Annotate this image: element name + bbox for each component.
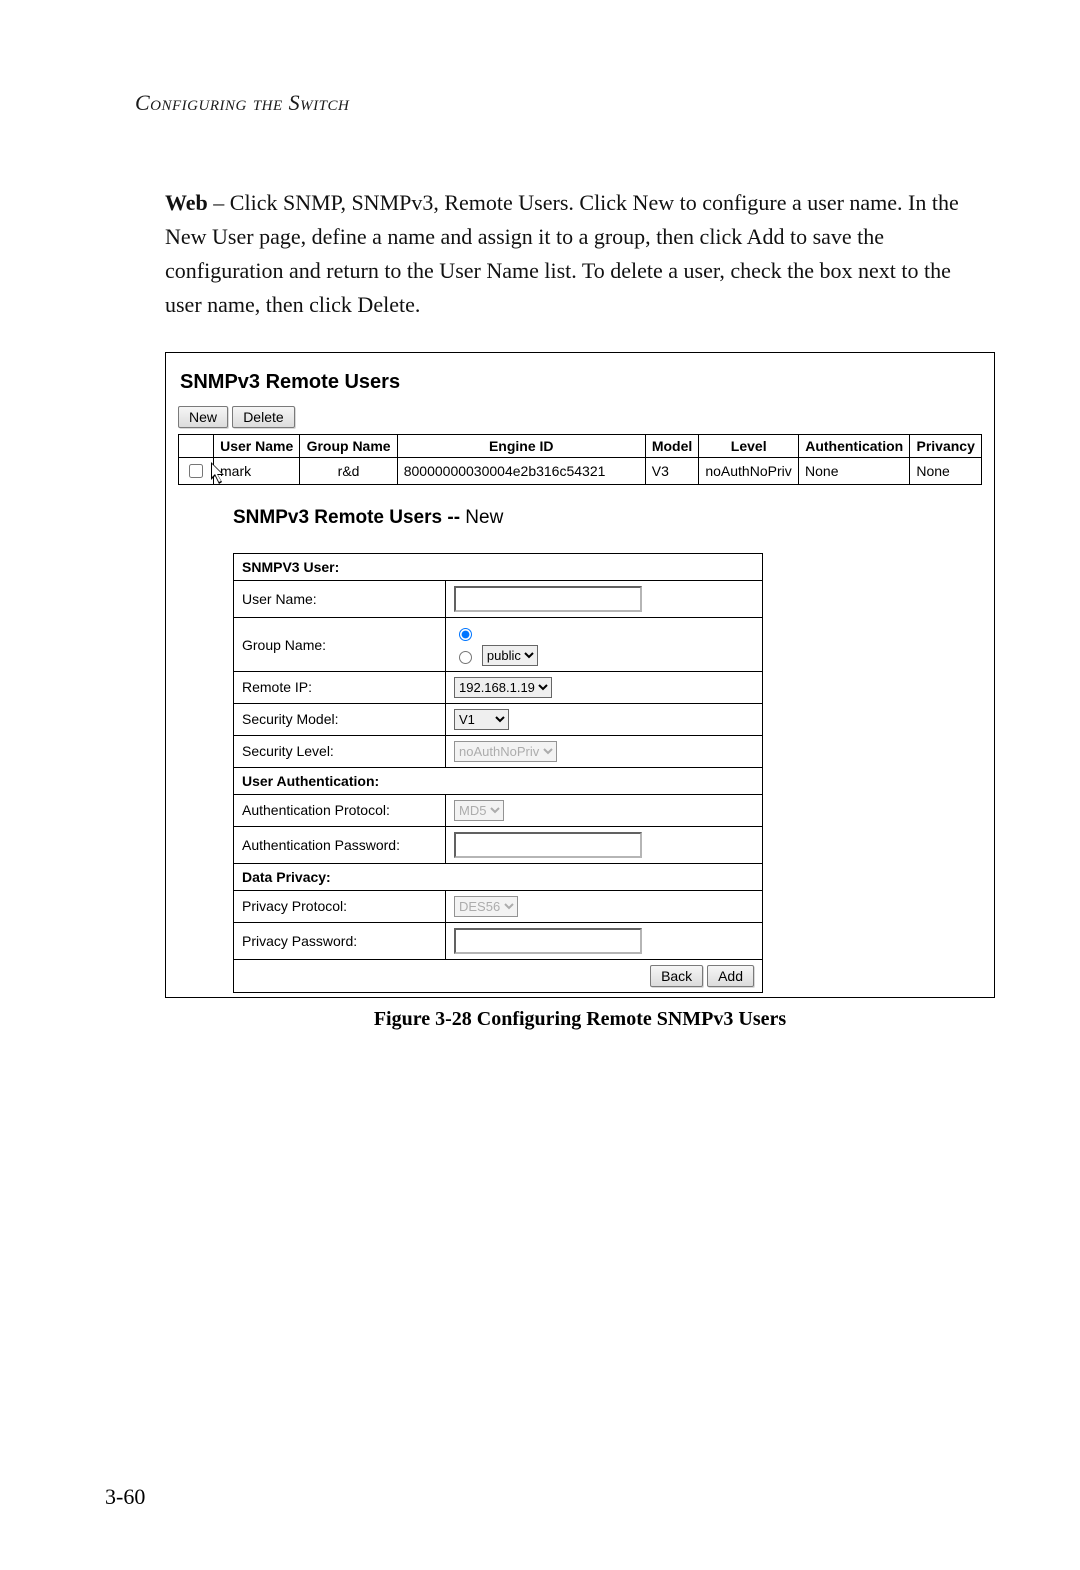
new-user-form: SNMPv3 Remote Users -- New SNMPV3 User: … bbox=[233, 507, 763, 992]
group-name-radio-select[interactable] bbox=[459, 651, 472, 664]
field-priv-protocol: DES56 bbox=[446, 890, 763, 922]
label-security-level: Security Level: bbox=[234, 735, 446, 767]
field-security-model: V1 bbox=[446, 703, 763, 735]
label-auth-protocol: Authentication Protocol: bbox=[234, 794, 446, 826]
form-title-suffix: New bbox=[460, 507, 503, 528]
figure-screenshot: SNMPv3 Remote Users New Delete User Name… bbox=[165, 352, 995, 997]
col-user-name: User Name bbox=[214, 435, 300, 458]
label-user-name: User Name: bbox=[234, 581, 446, 618]
auth-protocol-select[interactable]: MD5 bbox=[454, 800, 504, 821]
section-snmpv3-user: SNMPV3 User: bbox=[234, 554, 763, 581]
priv-password-input[interactable] bbox=[454, 928, 642, 954]
field-auth-protocol: MD5 bbox=[446, 794, 763, 826]
label-priv-password: Privacy Password: bbox=[234, 922, 446, 959]
table-row: mark r&d 80000000030004e2b316c54321 V3 n… bbox=[179, 458, 982, 485]
page-number: 3-60 bbox=[105, 1484, 145, 1510]
col-authentication: Authentication bbox=[799, 435, 910, 458]
running-head: Configuring the Switch bbox=[135, 90, 970, 116]
button-bar: New Delete bbox=[178, 406, 982, 428]
priv-protocol-select[interactable]: DES56 bbox=[454, 896, 518, 917]
field-security-level: noAuthNoPriv bbox=[446, 735, 763, 767]
figure-caption: Figure 3-28 Configuring Remote SNMPv3 Us… bbox=[150, 1008, 1010, 1031]
cell-group-name: r&d bbox=[300, 458, 397, 485]
user-name-input[interactable] bbox=[454, 586, 642, 612]
remote-ip-select[interactable]: 192.168.1.19 bbox=[454, 677, 552, 698]
add-button[interactable]: Add bbox=[707, 965, 754, 987]
intro-paragraph: Web – Click SNMP, SNMPv3, Remote Users. … bbox=[165, 186, 970, 322]
intro-text: – Click SNMP, SNMPv3, Remote Users. Clic… bbox=[165, 190, 959, 317]
panel-title: SNMPv3 Remote Users bbox=[180, 371, 982, 394]
label-group-name: Group Name: bbox=[234, 618, 446, 671]
table-header-row: User Name Group Name Engine ID Model Lev… bbox=[179, 435, 982, 458]
col-privancy: Privancy bbox=[910, 435, 982, 458]
group-name-select[interactable]: public bbox=[482, 645, 538, 666]
new-button[interactable]: New bbox=[178, 406, 228, 428]
section-user-auth: User Authentication: bbox=[234, 767, 763, 794]
cell-authentication: None bbox=[799, 458, 910, 485]
form-table: SNMPV3 User: User Name: Group Name: bbox=[233, 553, 763, 992]
col-group-name: Group Name bbox=[300, 435, 397, 458]
security-model-select[interactable]: V1 bbox=[454, 709, 509, 730]
field-remote-ip: 192.168.1.19 bbox=[446, 671, 763, 703]
security-level-select[interactable]: noAuthNoPriv bbox=[454, 741, 557, 762]
cell-engine-id: 80000000030004e2b316c54321 bbox=[397, 458, 645, 485]
col-checkbox bbox=[179, 435, 214, 458]
form-footer: Back Add bbox=[234, 959, 763, 992]
label-priv-protocol: Privacy Protocol: bbox=[234, 890, 446, 922]
col-engine-id: Engine ID bbox=[397, 435, 645, 458]
section-data-privacy: Data Privacy: bbox=[234, 863, 763, 890]
users-table: User Name Group Name Engine ID Model Lev… bbox=[178, 434, 982, 485]
cell-level: noAuthNoPriv bbox=[699, 458, 799, 485]
col-level: Level bbox=[699, 435, 799, 458]
cell-model: V3 bbox=[645, 458, 699, 485]
cell-privancy: None bbox=[910, 458, 982, 485]
auth-password-input[interactable] bbox=[454, 832, 642, 858]
form-title: SNMPv3 Remote Users -- New bbox=[233, 507, 763, 529]
back-button[interactable]: Back bbox=[650, 965, 703, 987]
field-auth-password bbox=[446, 826, 763, 863]
label-auth-password: Authentication Password: bbox=[234, 826, 446, 863]
form-title-main: SNMPv3 Remote Users -- bbox=[233, 507, 460, 528]
delete-button[interactable]: Delete bbox=[232, 406, 294, 428]
col-model: Model bbox=[645, 435, 699, 458]
label-security-model: Security Model: bbox=[234, 703, 446, 735]
field-priv-password bbox=[446, 922, 763, 959]
field-group-name: public bbox=[446, 618, 763, 671]
field-user-name bbox=[446, 581, 763, 618]
intro-lead: Web bbox=[165, 190, 208, 215]
row-checkbox-cell bbox=[179, 458, 214, 485]
group-name-radio-text[interactable] bbox=[459, 628, 472, 641]
label-remote-ip: Remote IP: bbox=[234, 671, 446, 703]
row-checkbox[interactable] bbox=[189, 464, 203, 478]
